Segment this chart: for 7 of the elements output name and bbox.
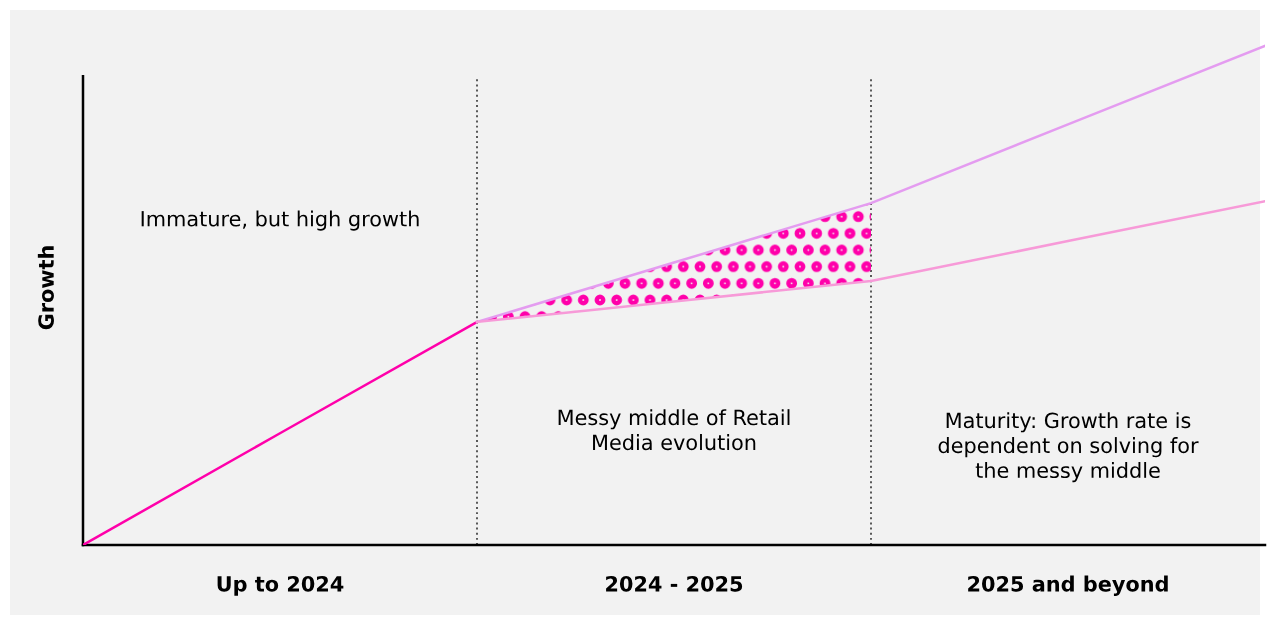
- x-tick-label: 2024 - 2025: [606, 575, 743, 592]
- x-tick-label: Up to 2024: [217, 575, 344, 596]
- annotation: Immature, but high growth: [141, 210, 419, 231]
- y-axis-title: Growth: [37, 246, 54, 330]
- x-tick-label: 2025 and beyond: [968, 575, 1168, 596]
- annotation: Messy middle of Retail Media evolution: [558, 409, 790, 451]
- annotation: Maturity: Growth rate is dependent on solving for the messy middle: [938, 412, 1199, 483]
